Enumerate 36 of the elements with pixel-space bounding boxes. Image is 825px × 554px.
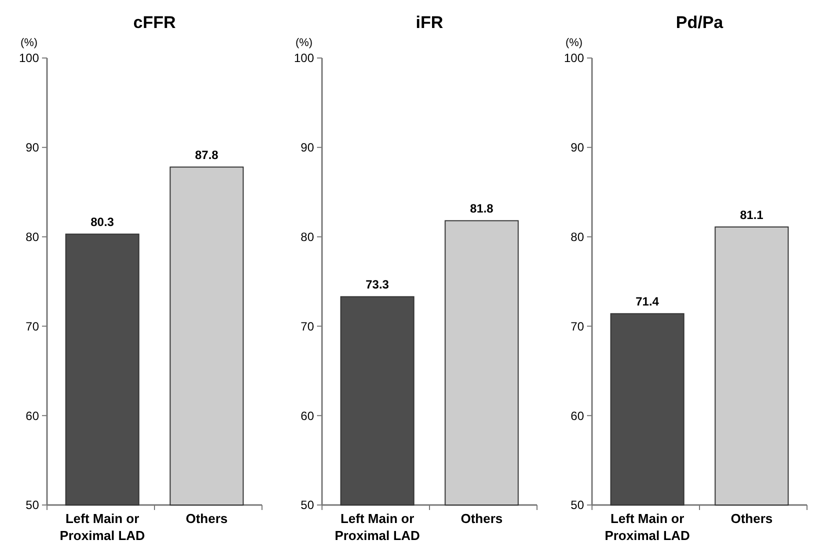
y-tick-label: 60 — [300, 408, 314, 423]
y-tick-label: 80 — [570, 230, 584, 244]
y-tick-label: 70 — [570, 319, 584, 334]
y-tick-label: 90 — [26, 140, 40, 155]
y-axis-title: (%) — [295, 37, 313, 49]
y-tick-label: 50 — [570, 498, 584, 512]
data-label: 71.4 — [636, 294, 660, 309]
y-tick-label: 60 — [26, 408, 40, 423]
y-tick-label: 90 — [300, 140, 314, 155]
x-tick-label: Others — [730, 511, 773, 526]
x-tick-label: Others — [186, 511, 228, 526]
x-tick-label: Others — [460, 511, 503, 526]
x-tick-label: Left Main or Proximal LAD — [60, 511, 145, 543]
chart-title: iFR — [416, 13, 444, 32]
chart-title: cFFR — [133, 13, 176, 32]
y-tick-label: 70 — [300, 319, 314, 334]
y-tick-label: 100 — [294, 51, 314, 66]
y-tick-label: 80 — [300, 230, 314, 244]
y-tick-label: 100 — [564, 51, 584, 66]
data-label: 73.3 — [366, 278, 390, 292]
y-tick-label: 50 — [26, 498, 40, 512]
y-axis-title: (%) — [565, 37, 583, 49]
y-tick-label: 90 — [570, 140, 584, 155]
y-tick-label: 80 — [26, 230, 40, 244]
data-label: 81.8 — [470, 202, 494, 216]
y-tick-label: 60 — [570, 408, 584, 423]
data-label: 80.3 — [90, 215, 114, 230]
y-tick-label: 100 — [18, 51, 40, 66]
chart-title: Pd/Pa — [676, 13, 724, 32]
y-axis-title: (%) — [20, 37, 38, 49]
y-tick-label: 70 — [26, 319, 40, 334]
y-tick-label: 50 — [300, 498, 314, 512]
x-tick-label: Left Main or Proximal LAD — [334, 511, 420, 543]
data-label: 87.8 — [195, 148, 219, 162]
data-label: 81.1 — [740, 208, 764, 222]
x-tick-label: Left Main or Proximal LAD — [604, 511, 690, 543]
